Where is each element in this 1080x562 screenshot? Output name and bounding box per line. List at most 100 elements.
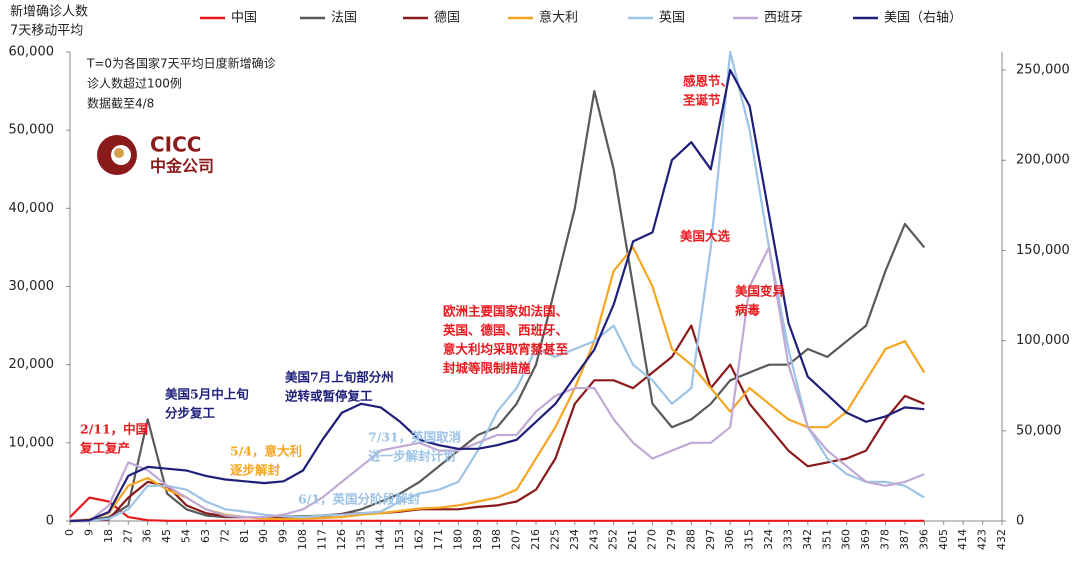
annotation: 封城等限制措施 <box>443 361 531 376</box>
x-tick-label: 225 <box>548 529 561 550</box>
annotation: 逆转或暂停复工 <box>285 389 373 404</box>
x-tick-label: 171 <box>432 529 445 550</box>
x-tick-label: 45 <box>160 529 173 543</box>
note: T=0为各国家7天平均日度新增确诊 <box>86 56 276 71</box>
legend-label: 西班牙 <box>764 11 803 26</box>
x-tick-label: 54 <box>180 529 193 543</box>
x-tick-label: 351 <box>820 529 833 550</box>
x-tick-label: 369 <box>859 529 872 550</box>
annotation: 逐步解封 <box>230 463 281 478</box>
x-tick-label: 108 <box>296 529 309 550</box>
annotation: 意大利均采取宵禁甚至 <box>443 342 569 357</box>
x-tick-label: 333 <box>781 529 794 550</box>
x-tick-label: 423 <box>976 529 989 550</box>
x-tick-label: 117 <box>315 529 328 550</box>
x-tick-label: 18 <box>102 529 115 543</box>
x-tick-label: 414 <box>956 529 969 550</box>
x-tick-label: 9 <box>82 529 95 536</box>
x-tick-label: 126 <box>335 529 348 550</box>
x-tick-label: 315 <box>743 529 756 550</box>
y2-tick-label: 100,000 <box>1016 333 1070 348</box>
y-tick-label: 50,000 <box>9 123 55 138</box>
x-tick-label: 324 <box>762 529 775 550</box>
note: 数据截至4/8 <box>87 96 154 111</box>
annotation: 6/1，英国分阶段解封 <box>298 492 420 507</box>
y2-tick-label: 0 <box>1016 514 1024 529</box>
x-tick-label: 261 <box>626 529 639 550</box>
y-tick-label: 20,000 <box>9 357 55 372</box>
logo-mark <box>114 148 124 158</box>
logo: CICC 中金公司 <box>97 133 214 176</box>
series-line <box>69 90 926 523</box>
y-label: 7天移动平均 <box>10 24 83 39</box>
annotation: 复工复产 <box>79 441 130 456</box>
y-tick-label: 40,000 <box>9 201 55 216</box>
y2-tick-label: 200,000 <box>1016 153 1070 168</box>
annotation: 2/11，中国 <box>80 422 148 437</box>
y-tick-label: 30,000 <box>9 279 55 294</box>
x-tick-label: 180 <box>451 529 464 550</box>
logo-text: 中金公司 <box>150 157 214 176</box>
x-tick-label: 378 <box>879 529 892 550</box>
x-tick-label: 153 <box>393 529 406 550</box>
annotation: 感恩节、 <box>683 74 733 89</box>
x-tick-label: 72 <box>218 529 231 543</box>
annotation: 美国变异 <box>735 284 786 299</box>
legend-label: 法国 <box>331 11 357 26</box>
x-tick-label: 135 <box>354 529 367 550</box>
x-tick-label: 396 <box>917 529 930 550</box>
x-tick-label: 198 <box>490 529 503 550</box>
x-tick-label: 162 <box>413 529 426 550</box>
x-tick-label: 387 <box>898 529 911 550</box>
series-line <box>69 496 925 522</box>
x-tick-label: 432 <box>995 529 1008 550</box>
y-label: 新增确诊人数 <box>10 4 88 20</box>
y2-tick-label: 50,000 <box>1016 423 1062 438</box>
x-tick-label: 279 <box>665 529 678 550</box>
x-tick-label: 243 <box>587 529 600 550</box>
x-tick-label: 0 <box>63 529 76 536</box>
x-tick-label: 342 <box>801 529 814 550</box>
x-tick-label: 270 <box>646 529 659 550</box>
x-tick-label: 405 <box>937 529 950 550</box>
annotation: 病毒 <box>735 303 761 318</box>
x-tick-label: 189 <box>471 529 484 550</box>
annotation: 英国、德国、西班牙、 <box>443 323 568 338</box>
annotation: 分步复工 <box>165 406 216 421</box>
series-line <box>69 68 925 523</box>
x-tick-label: 288 <box>684 529 697 550</box>
annotation: 美国大选 <box>680 229 731 244</box>
x-tick-label: 306 <box>723 529 736 550</box>
y2-tick-label: 150,000 <box>1016 243 1070 258</box>
y-tick-label: 60,000 <box>9 45 55 60</box>
x-tick-label: 216 <box>529 529 542 550</box>
y-tick-label: 10,000 <box>9 435 55 450</box>
x-tick-label: 99 <box>277 529 290 543</box>
x-tick-label: 144 <box>374 529 387 550</box>
x-tick-label: 63 <box>199 529 212 543</box>
series-line <box>70 324 925 523</box>
series-line <box>70 50 925 523</box>
annotation: 7/31，英国取消 <box>368 430 462 445</box>
x-tick-label: 297 <box>704 529 717 550</box>
x-tick-label: 252 <box>607 529 620 550</box>
logo-text: CICC <box>150 133 201 157</box>
annotation: 美国5月中上旬 <box>165 387 249 402</box>
x-tick-label: 36 <box>141 529 154 543</box>
x-tick-label: 90 <box>257 529 270 543</box>
annotation: 进一步解封计划 <box>368 449 456 464</box>
annotation: 圣诞节 <box>682 93 721 108</box>
legend-label: 德国 <box>434 11 460 26</box>
x-tick-label: 234 <box>568 529 581 550</box>
series-line <box>70 246 925 523</box>
legend-label: 意大利 <box>539 10 578 26</box>
legend-label: 中国 <box>231 11 257 26</box>
annotation: 欧洲主要国家如法国、 <box>443 304 568 319</box>
x-tick-label: 27 <box>121 529 134 543</box>
legend-label: 美国（右轴） <box>884 11 962 26</box>
note: 诊人数超过100例 <box>87 76 182 91</box>
x-tick-label: 81 <box>238 529 251 543</box>
x-tick-label: 360 <box>840 529 853 550</box>
annotation: 美国7月上旬部分州 <box>285 370 394 385</box>
